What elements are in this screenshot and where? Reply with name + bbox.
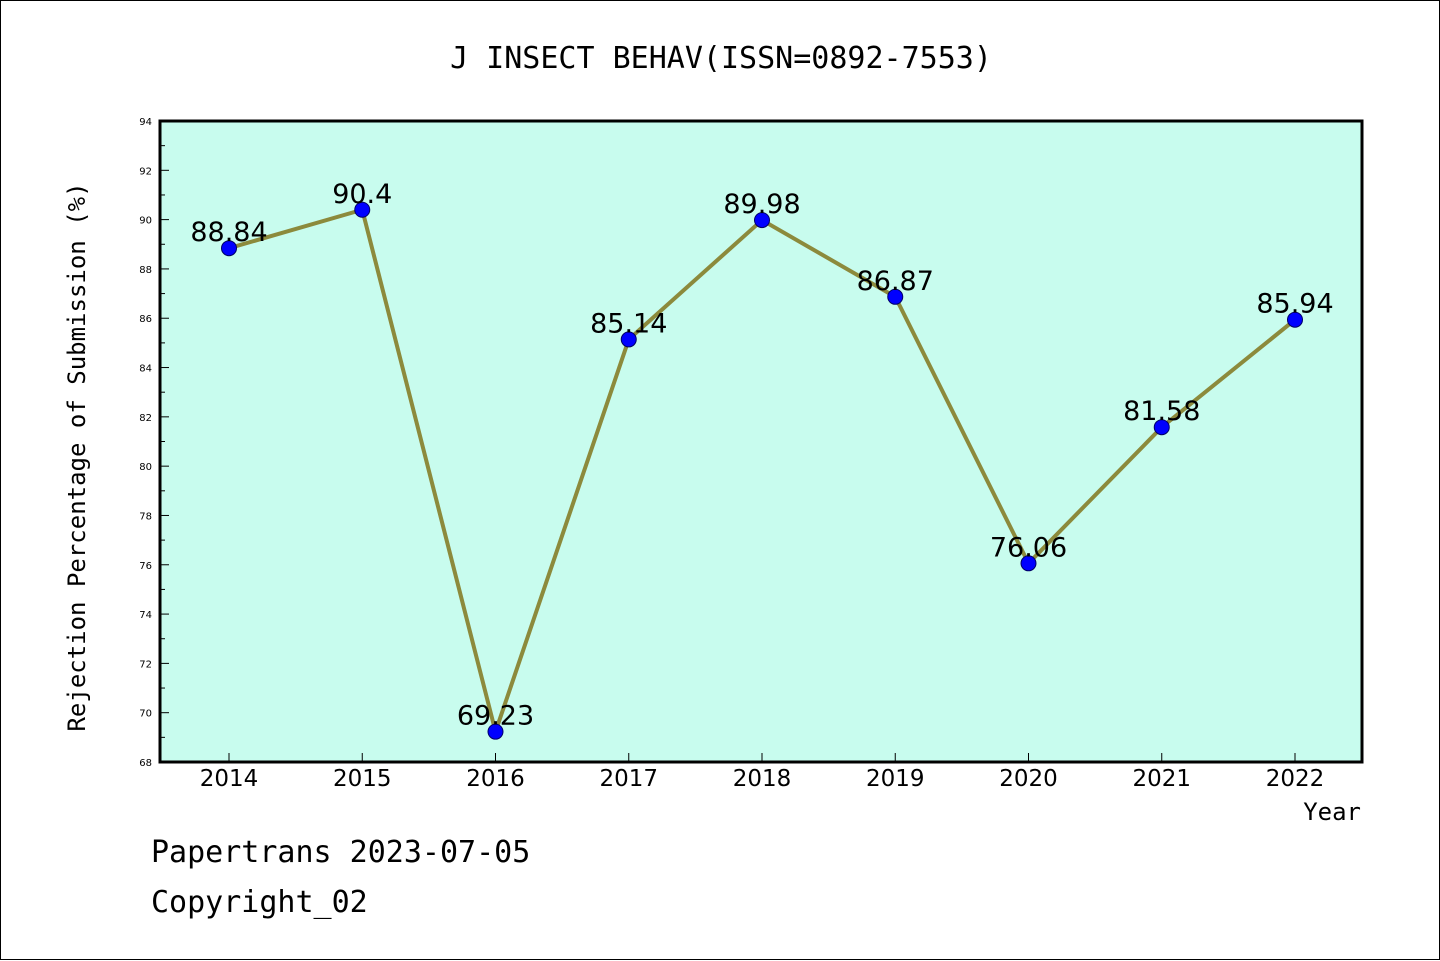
data-label-2018: 89.98 (723, 189, 800, 220)
data-point-2017 (620, 331, 637, 348)
x-tick-label: 2017 (599, 766, 658, 792)
y-tick-label: 86 (139, 314, 152, 325)
x-axis-ticks: 2014 2015 2016 2017 2018 2019 2020 2021 2022 (200, 753, 1325, 792)
data-label-2016: 69.23 (457, 701, 534, 732)
data-point-2018 (754, 212, 770, 229)
y-tick-label: 70 (139, 709, 152, 720)
x-tick-label: 2016 (466, 766, 525, 792)
series-markers (221, 201, 1303, 740)
data-label-2017: 85.14 (590, 308, 667, 339)
x-tick-label: 2021 (1132, 766, 1191, 792)
y-tick-label: 78 (139, 511, 152, 522)
x-tick-label: 2020 (999, 766, 1058, 792)
y-tick-label: 82 (139, 413, 152, 424)
x-tick-label: 2018 (733, 766, 792, 792)
chart-title: J INSECT BEHAV(ISSN=0892-7553) (450, 41, 992, 76)
data-label-2021: 81.58 (1123, 396, 1200, 427)
data-point-2022 (1287, 311, 1303, 328)
x-tick-label: 2019 (866, 766, 925, 792)
plot-frame (158, 119, 1364, 764)
x-axis-title: Year (1303, 798, 1361, 826)
data-label-2014: 88.84 (190, 217, 267, 248)
footer-date: Papertrans 2023-07-05 (151, 835, 531, 870)
y-tick-label: 74 (139, 610, 152, 621)
data-point-2020 (1020, 555, 1037, 572)
data-point-2014 (221, 240, 237, 257)
y-axis-title: Rejection Percentage of Submission (%) (63, 182, 91, 731)
y-tick-label: 88 (139, 265, 152, 276)
data-point-2021 (1153, 419, 1170, 436)
data-label-2019: 86.87 (857, 266, 934, 297)
y-tick-label: 92 (139, 166, 152, 177)
y-tick-label: 84 (139, 364, 152, 375)
x-tick-label: 2015 (333, 766, 392, 792)
data-label-2022: 85.94 (1256, 289, 1333, 320)
y-tick-label: 90 (139, 216, 152, 227)
data-point-2015 (354, 201, 371, 218)
data-point-2019 (887, 288, 904, 305)
footer-copyright: Copyright_02 (151, 885, 368, 920)
x-tick-label: 2022 (1266, 766, 1325, 792)
data-point-2016 (487, 723, 504, 740)
data-labels: 88.84 90.4 69.23 85.14 89.98 86.87 76.06 81.58 8… (190, 179, 1333, 732)
y-tick-label: 80 (139, 462, 152, 473)
y-tick-label: 94 (139, 117, 152, 128)
y-tick-label: 72 (139, 659, 152, 670)
y-tick-label: 68 (139, 758, 152, 769)
data-label-2020: 76.06 (990, 532, 1067, 563)
data-label-2015: 90.4 (332, 179, 392, 210)
x-tick-label: 2014 (200, 766, 259, 792)
y-tick-label: 76 (139, 561, 152, 572)
